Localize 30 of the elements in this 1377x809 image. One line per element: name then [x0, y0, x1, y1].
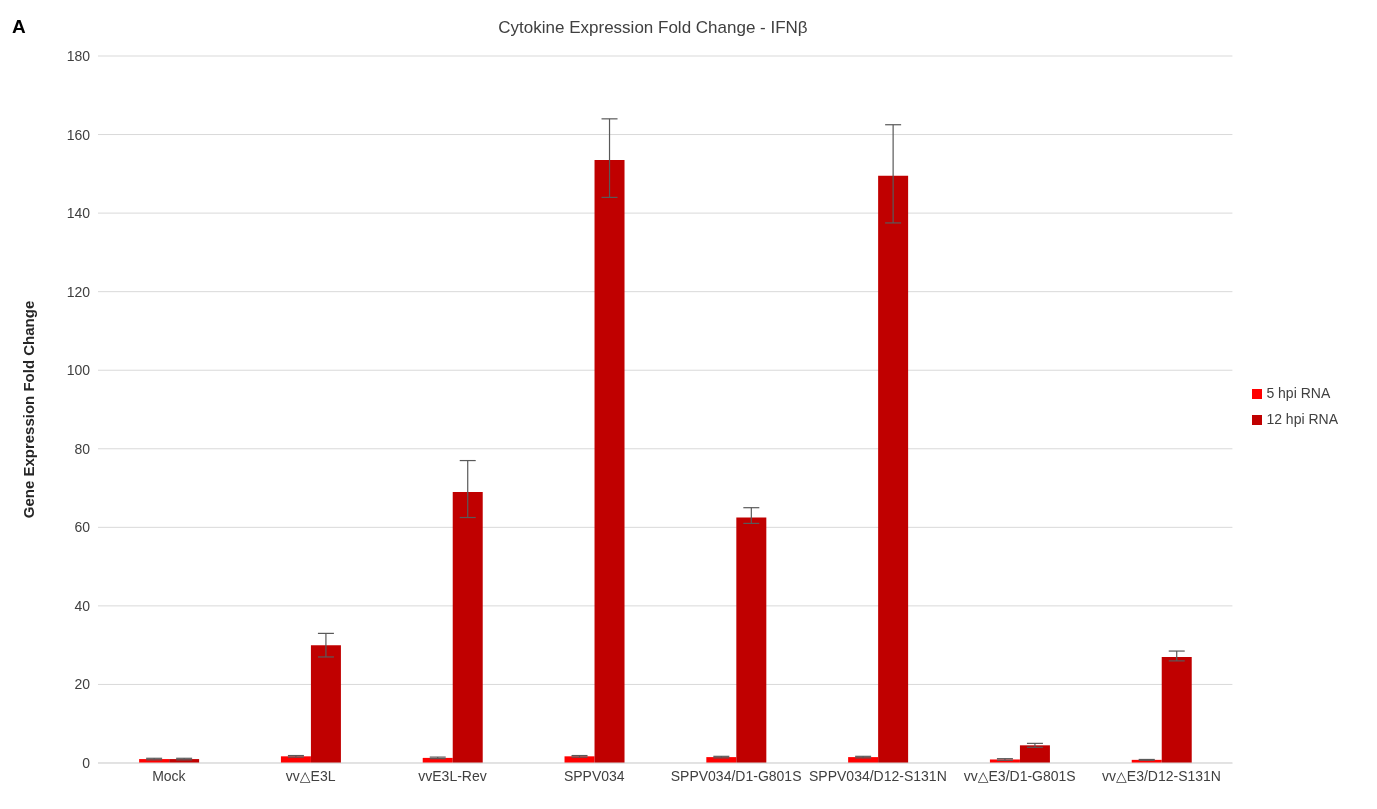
x-tick-label: SPPV034/D1-G801S	[670, 767, 802, 784]
y-tick-label: 0	[82, 754, 91, 771]
y-tick-label: 40	[74, 597, 91, 614]
bar	[1019, 745, 1050, 763]
text: A	[12, 16, 26, 38]
bar	[736, 517, 767, 763]
y-tick-label: 180	[66, 47, 91, 64]
y-tick-label: 80	[74, 440, 91, 457]
y-tick-label: 100	[66, 362, 91, 379]
x-tick-label: vvE3L-Rev	[418, 767, 487, 784]
legend-label: 5 hpi RNA	[1266, 384, 1331, 401]
y-axis-title: Gene Expression Fold Change	[20, 300, 38, 519]
bar	[594, 160, 625, 763]
x-tick-label: vv△E3/D1-G801S	[963, 767, 1076, 784]
chart-title: Cytokine Expression Fold Change - IFNβ	[498, 18, 808, 37]
bar	[1161, 656, 1192, 763]
y-tick-label: 20	[74, 676, 91, 693]
legend-label: 12 hpi RNA	[1266, 410, 1338, 427]
x-tick-label: vv△E3L	[285, 767, 336, 784]
y-tick-label: 160	[66, 126, 91, 143]
y-tick-label: 60	[74, 519, 91, 536]
bar	[310, 645, 341, 763]
bar	[452, 491, 483, 763]
x-tick-label: vv△E3/D12-S131N	[1102, 767, 1221, 784]
x-tick-label: Mock	[152, 767, 187, 784]
y-tick-label: 140	[66, 205, 91, 222]
x-tick-label: SPPV034/D12-S131N	[809, 767, 947, 784]
bar	[878, 175, 909, 763]
x-tick-label: SPPV034	[563, 767, 625, 784]
y-tick-label: 120	[66, 283, 91, 300]
